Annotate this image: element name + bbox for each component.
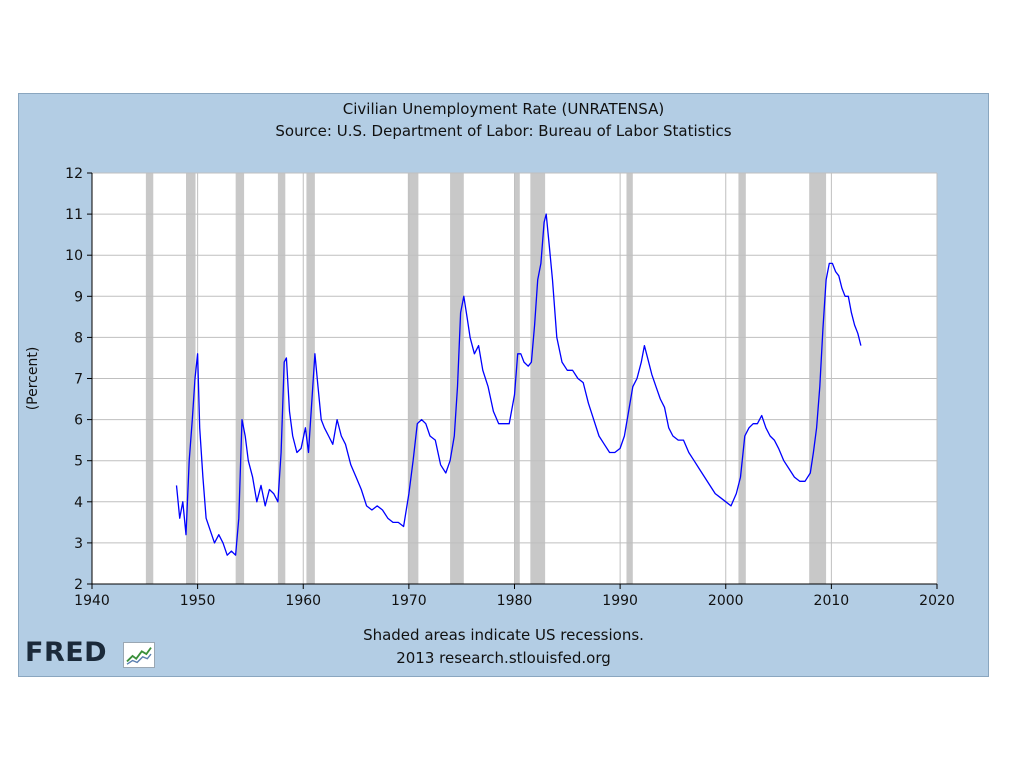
fred-logo-text: FRED: [25, 637, 108, 668]
y-tick-label: 6: [74, 413, 83, 429]
y-tick-label: 4: [74, 495, 83, 511]
series-line: [175, 213, 862, 556]
axes: 2 3 4 5 6 7 8 9 10 11 12 1940 1950 1960 1970 1980 1990 20…: [65, 166, 955, 609]
x-tick-label: 2000: [708, 593, 744, 609]
chart-panel: Civilian Unemployment Rate (UNRATENSA) S…: [18, 93, 989, 677]
x-tick-label: 1960: [285, 593, 321, 609]
footer-credit: 2013 research.stlouisfed.org: [396, 649, 611, 667]
gridlines: [91, 172, 938, 585]
x-tick-label: 2010: [814, 593, 850, 609]
x-tick-label: 1950: [180, 593, 216, 609]
y-tick-label: 10: [65, 248, 83, 264]
y-tick-label: 3: [74, 536, 83, 552]
x-tick-label: 1980: [497, 593, 533, 609]
x-tick-label: 1970: [391, 593, 427, 609]
y-tick-label: 9: [74, 289, 83, 305]
chart-svg: 2 3 4 5 6 7 8 9 10 11 12 1940 1950 1960 1970 1980 1990 20…: [25, 166, 955, 609]
x-tick-label: 1990: [602, 593, 638, 609]
series-layer: [175, 213, 862, 556]
fred-logo[interactable]: FRED: [25, 637, 157, 671]
y-tick-label: 12: [65, 166, 83, 182]
footer-note: Shaded areas indicate US recessions.: [363, 626, 644, 644]
y-tick-label: 7: [74, 372, 83, 388]
fred-chart-icon: [123, 642, 155, 668]
x-tick-label: 2020: [919, 593, 955, 609]
y-tick-label: 11: [65, 207, 83, 223]
y-tick-label: 8: [74, 330, 83, 346]
x-tick-label: 1940: [74, 593, 110, 609]
y-tick-label: 5: [74, 454, 83, 470]
chart-subtitle: Source: U.S. Department of Labor: Bureau…: [275, 122, 732, 140]
chart-title: Civilian Unemployment Rate (UNRATENSA): [342, 100, 665, 118]
y-tick-label: 2: [74, 577, 83, 593]
y-axis-label: (Percent): [25, 347, 41, 411]
